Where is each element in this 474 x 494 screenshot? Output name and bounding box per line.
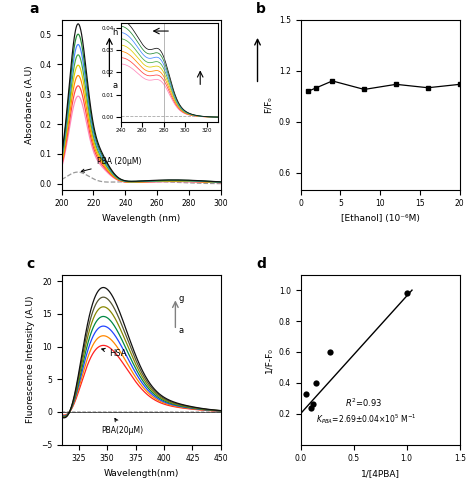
Text: PBA (20μM): PBA (20μM) <box>82 158 141 172</box>
Text: d: d <box>256 257 266 271</box>
Text: a: a <box>113 82 118 90</box>
X-axis label: Wavelength (nm): Wavelength (nm) <box>102 214 181 223</box>
Text: PBA(20μM): PBA(20μM) <box>101 418 144 435</box>
Text: c: c <box>27 257 35 271</box>
X-axis label: 1/[4PBA]: 1/[4PBA] <box>361 469 400 478</box>
Text: b: b <box>256 2 266 16</box>
Text: $R^2$=0.93: $R^2$=0.93 <box>345 397 383 409</box>
Text: $K_{PBA}$=2.69±0.04×10$^5$ M$^{-1}$: $K_{PBA}$=2.69±0.04×10$^5$ M$^{-1}$ <box>317 412 417 426</box>
Text: a: a <box>30 2 39 16</box>
Text: HSA: HSA <box>102 348 127 358</box>
X-axis label: Wavelength(nm): Wavelength(nm) <box>103 469 179 478</box>
Text: h: h <box>113 28 118 37</box>
Y-axis label: 1/F-F₀: 1/F-F₀ <box>264 347 273 372</box>
Text: g: g <box>179 294 184 303</box>
Y-axis label: Fluorescence Intensity (A.U): Fluorescence Intensity (A.U) <box>26 296 35 423</box>
Text: a: a <box>179 327 184 335</box>
Y-axis label: Absorbance (A.U): Absorbance (A.U) <box>25 65 34 144</box>
Y-axis label: F/Fₒ: F/Fₒ <box>264 96 273 113</box>
X-axis label: [Ethanol] (10⁻⁶M): [Ethanol] (10⁻⁶M) <box>341 214 419 223</box>
